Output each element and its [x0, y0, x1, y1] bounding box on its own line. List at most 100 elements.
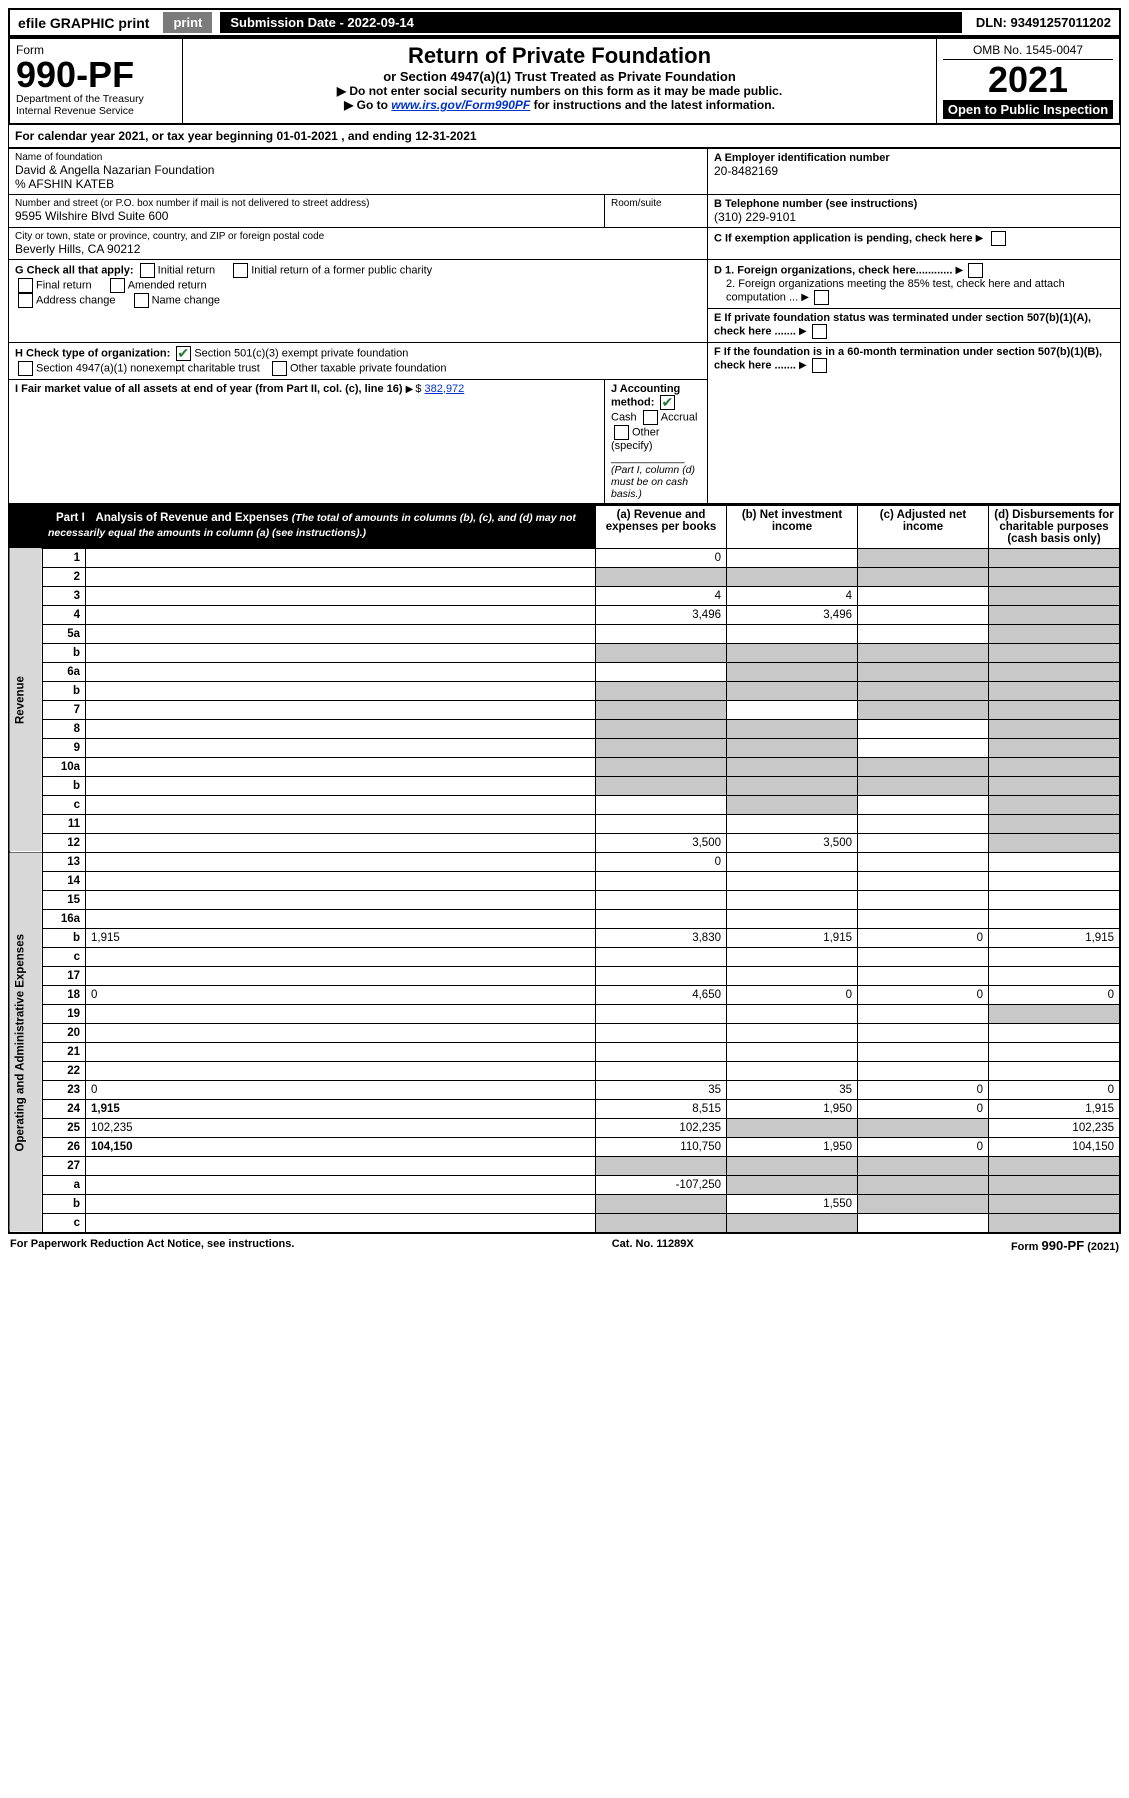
cell-a: -107,250 [596, 1175, 727, 1194]
cell-d [989, 966, 1121, 985]
dln-label: DLN: 93491257011202 [970, 13, 1117, 32]
submission-date: Submission Date - 2022-09-14 [220, 12, 961, 33]
cal-begin: 01-01-2021 [276, 129, 337, 143]
line-number: b [43, 1194, 86, 1213]
line-description [86, 795, 596, 814]
cell-b: 1,950 [727, 1137, 858, 1156]
g-opt-0: Initial return [158, 264, 215, 276]
line-number: 4 [43, 605, 86, 624]
cell-a: 3,830 [596, 928, 727, 947]
cell-c [858, 757, 989, 776]
cell-a [596, 909, 727, 928]
cell-a [596, 1194, 727, 1213]
h-label: H Check type of organization: [15, 347, 170, 359]
col-b-header: (b) Net investment income [727, 505, 858, 549]
cell-c [858, 1118, 989, 1137]
g-final-checkbox[interactable] [18, 278, 33, 293]
cell-b [727, 1118, 858, 1137]
cell-a [596, 814, 727, 833]
line-description [86, 814, 596, 833]
cell-a [596, 1213, 727, 1233]
cell-b [727, 662, 858, 681]
phone-label: B Telephone number (see instructions) [714, 198, 1114, 210]
fmv-link[interactable]: 382,972 [425, 383, 465, 395]
cell-c [858, 662, 989, 681]
g-address-checkbox[interactable] [18, 293, 33, 308]
form-number: 990-PF [16, 57, 176, 93]
cell-b: 3,500 [727, 833, 858, 852]
room-label: Room/suite [611, 198, 701, 209]
cell-d [989, 890, 1121, 909]
line-number: 3 [43, 586, 86, 605]
form990pf-link[interactable]: www.irs.gov/Form990PF [391, 98, 530, 112]
d1-checkbox[interactable] [968, 263, 983, 278]
cell-b: 0 [727, 985, 858, 1004]
cell-b [727, 1175, 858, 1194]
open-public: Open to Public Inspection [943, 100, 1113, 119]
part1-label: Part I [48, 509, 93, 527]
part1-title-text: Analysis of Revenue and Expenses [96, 512, 289, 524]
d2-checkbox[interactable] [814, 290, 829, 305]
part1-title: Analysis of Revenue and Expenses (The to… [48, 512, 576, 539]
cell-d: 1,915 [989, 1099, 1121, 1118]
dept-label: Department of the Treasury [16, 93, 176, 105]
cell-c: 0 [858, 928, 989, 947]
irs-label: Internal Revenue Service [16, 105, 176, 117]
line-description: 104,150 [86, 1137, 596, 1156]
line-number: 24 [43, 1099, 86, 1118]
form-subtitle: or Section 4947(a)(1) Trust Treated as P… [189, 69, 930, 84]
cell-b [727, 1023, 858, 1042]
d1-label: D 1. Foreign organizations, check here..… [714, 264, 952, 276]
name-label: Name of foundation [15, 152, 701, 163]
cell-d [989, 624, 1121, 643]
f-checkbox[interactable] [812, 358, 827, 373]
g-name-checkbox[interactable] [134, 293, 149, 308]
cell-c: 0 [858, 1080, 989, 1099]
cell-b: 1,550 [727, 1194, 858, 1213]
h-501c3-checkbox[interactable] [176, 346, 191, 361]
line-description [86, 776, 596, 795]
line-number: 26 [43, 1137, 86, 1156]
cell-a [596, 719, 727, 738]
cell-a [596, 1061, 727, 1080]
h-4947-checkbox[interactable] [18, 361, 33, 376]
cell-c [858, 1023, 989, 1042]
g-initial-public-checkbox[interactable] [233, 263, 248, 278]
arrow-icon [799, 359, 809, 371]
j-cash-checkbox[interactable] [660, 395, 675, 410]
j-other-checkbox[interactable] [614, 425, 629, 440]
cell-d [989, 1175, 1121, 1194]
h-opt-3: Other taxable private foundation [290, 362, 447, 374]
cell-a [596, 966, 727, 985]
arrow-icon [801, 291, 811, 303]
cell-d [989, 814, 1121, 833]
line-number: 17 [43, 966, 86, 985]
line-description [86, 1042, 596, 1061]
cell-c [858, 852, 989, 871]
city-value: Beverly Hills, CA 90212 [15, 242, 701, 256]
print-button[interactable]: print [163, 12, 212, 33]
cell-d [989, 586, 1121, 605]
cell-c [858, 947, 989, 966]
cell-c [858, 567, 989, 586]
cell-a [596, 624, 727, 643]
g-initial-checkbox[interactable] [140, 263, 155, 278]
line-description [86, 700, 596, 719]
j-accrual-checkbox[interactable] [643, 410, 658, 425]
g-amended-checkbox[interactable] [110, 278, 125, 293]
cell-c [858, 624, 989, 643]
cell-d [989, 1023, 1121, 1042]
cell-b: 35 [727, 1080, 858, 1099]
cell-a [596, 1023, 727, 1042]
e-checkbox[interactable] [812, 324, 827, 339]
footer-mid: Cat. No. 11289X [612, 1238, 694, 1253]
c-checkbox[interactable] [991, 231, 1006, 246]
cell-d [989, 738, 1121, 757]
cell-d [989, 852, 1121, 871]
line-description [86, 586, 596, 605]
cell-a [596, 681, 727, 700]
cell-a: 4 [596, 586, 727, 605]
h-other-checkbox[interactable] [272, 361, 287, 376]
cell-c [858, 681, 989, 700]
line-number: 7 [43, 700, 86, 719]
